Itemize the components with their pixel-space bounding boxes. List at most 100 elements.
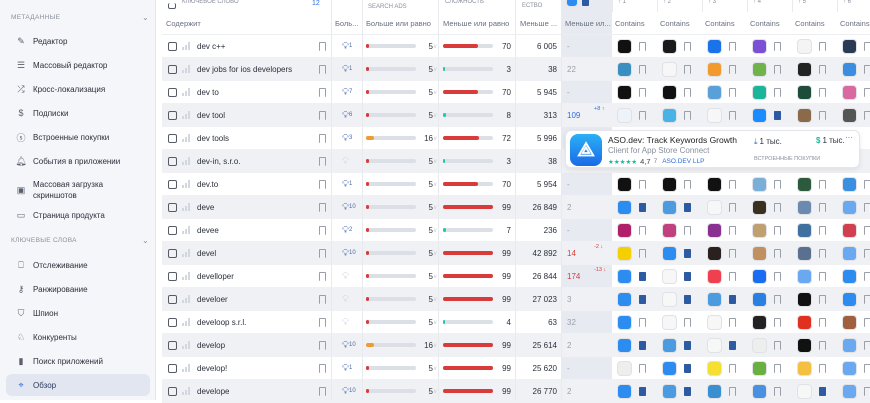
app-icon[interactable]: [842, 176, 857, 192]
bookmark-icon[interactable]: [819, 225, 826, 235]
bookmark-icon[interactable]: [582, 0, 589, 6]
bookmark-icon[interactable]: [729, 340, 736, 350]
bookmark-icon[interactable]: [864, 225, 870, 235]
row-checkbox[interactable]: [168, 271, 177, 281]
bookmark-icon[interactable]: [729, 202, 736, 212]
bookmark-icon[interactable]: [639, 271, 646, 281]
app-icon[interactable]: [797, 291, 812, 307]
app-icon[interactable]: [752, 84, 767, 100]
bookmark-icon[interactable]: [729, 248, 736, 258]
bookmark-icon[interactable]: [864, 110, 870, 120]
app-filter[interactable]: Contains: [615, 18, 645, 28]
bookmark-icon[interactable]: [684, 340, 691, 350]
app-icon[interactable]: [707, 107, 722, 123]
app-icon[interactable]: [842, 291, 857, 307]
app-icon[interactable]: [752, 107, 767, 123]
bookmark-icon[interactable]: [729, 110, 736, 120]
app-icon[interactable]: [617, 107, 632, 123]
bookmark-icon[interactable]: [774, 87, 781, 97]
app-icon[interactable]: [662, 291, 677, 307]
bookmark-icon[interactable]: [684, 386, 691, 396]
bookmark-icon[interactable]: [774, 225, 781, 235]
app-icon[interactable]: [797, 245, 812, 261]
app-icon[interactable]: [797, 176, 812, 192]
app-icon[interactable]: [842, 222, 857, 238]
bookmark-icon[interactable]: [729, 225, 736, 235]
app-icon[interactable]: [662, 245, 677, 261]
row-checkbox[interactable]: [168, 340, 177, 350]
developer-link[interactable]: ASO.DEV LLP: [662, 158, 705, 165]
bookmark-icon[interactable]: [729, 317, 736, 327]
bookmark-icon[interactable]: [864, 202, 870, 212]
section-metadata[interactable]: МЕТАДАННЫЕ ⌄: [11, 13, 149, 22]
bookmark-icon[interactable]: [774, 179, 781, 189]
app-icon[interactable]: [752, 222, 767, 238]
app-icon[interactable]: [707, 360, 722, 376]
rank-header[interactable]: ↑ 4: [753, 0, 762, 5]
bookmark-icon[interactable]: [774, 340, 781, 350]
app-icon[interactable]: [707, 84, 722, 100]
bookmark-icon[interactable]: [729, 87, 736, 97]
app-title[interactable]: ASO.dev: Track Keywords Growth: [608, 135, 737, 145]
bookmark-icon[interactable]: [729, 271, 736, 281]
sidebar-item[interactable]: ⚷ Ранжирование: [6, 278, 150, 300]
bookmark-icon[interactable]: [684, 41, 691, 51]
chevron-down-icon[interactable]: ⌄: [141, 13, 149, 22]
app-icon[interactable]: [617, 245, 632, 261]
bookmark-icon[interactable]: [819, 386, 826, 396]
app-icon[interactable]: [617, 176, 632, 192]
lightbulb-icon[interactable]: 💡︎: [342, 270, 349, 282]
lightbulb-icon[interactable]: 💡︎: [342, 155, 349, 167]
keyword-text[interactable]: develoop s.r.l.: [197, 317, 247, 327]
app-icon[interactable]: [707, 268, 722, 284]
lightbulb-icon[interactable]: 💡︎ 2: [342, 224, 353, 236]
bookmark-icon[interactable]: [639, 340, 646, 350]
app-icon[interactable]: [842, 383, 857, 399]
app-icon[interactable]: [797, 268, 812, 284]
sidebar-item[interactable]: ✎ Редактор: [6, 30, 150, 52]
bookmark-icon[interactable]: [684, 64, 691, 74]
bookmark-icon[interactable]: [819, 110, 826, 120]
bookmark-icon[interactable]: [864, 317, 870, 327]
bookmark-icon[interactable]: [774, 248, 781, 258]
app-icon[interactable]: [707, 199, 722, 215]
row-checkbox[interactable]: [168, 87, 177, 97]
bookmark-icon[interactable]: [729, 363, 736, 373]
bookmark-icon[interactable]: [774, 386, 781, 396]
bookmark-icon[interactable]: [639, 225, 646, 235]
keyword-text[interactable]: deve: [197, 202, 215, 212]
keyword-text[interactable]: dev-in, s.r.o.: [197, 156, 241, 166]
app-icon[interactable]: [797, 360, 812, 376]
bookmark-icon[interactable]: [774, 202, 781, 212]
bookmark-icon[interactable]: [729, 179, 736, 189]
app-icon[interactable]: [797, 199, 812, 215]
app-icon[interactable]: [797, 38, 812, 54]
quantity-filter[interactable]: Меньше ...: [520, 18, 558, 28]
keyword-text[interactable]: dev tool: [197, 110, 226, 120]
app-icon[interactable]: [797, 314, 812, 330]
app-icon[interactable]: [617, 291, 632, 307]
app-icon[interactable]: [752, 268, 767, 284]
quantity-header[interactable]: КОЛИЧ ЕСТВО: [522, 3, 543, 8]
row-checkbox[interactable]: [168, 133, 177, 143]
bookmark-icon[interactable]: [729, 41, 736, 51]
bookmark-icon[interactable]: [639, 87, 646, 97]
sidebar-item[interactable]: $ Подписки: [6, 102, 150, 124]
bookmark-icon[interactable]: [819, 248, 826, 258]
bookmark-icon[interactable]: [639, 386, 646, 396]
bookmark-icon[interactable]: [864, 340, 870, 350]
app-icon[interactable]: [617, 38, 632, 54]
row-checkbox[interactable]: [168, 64, 177, 74]
app-icon[interactable]: [752, 199, 767, 215]
bookmark-icon[interactable]: [864, 41, 870, 51]
app-icon[interactable]: [662, 268, 677, 284]
bookmark-icon[interactable]: [639, 317, 646, 327]
bookmark-icon[interactable]: [684, 179, 691, 189]
app-icon[interactable]: [662, 360, 677, 376]
search-ads-header[interactable]: SEARCH ADS: [368, 4, 407, 10]
bookmark-icon[interactable]: [684, 294, 691, 304]
app-icon[interactable]: [842, 314, 857, 330]
keyword-text[interactable]: develop: [197, 340, 226, 350]
sidebar-item[interactable]: 🔔︎ События в приложении: [6, 150, 150, 172]
row-checkbox[interactable]: [168, 225, 177, 235]
